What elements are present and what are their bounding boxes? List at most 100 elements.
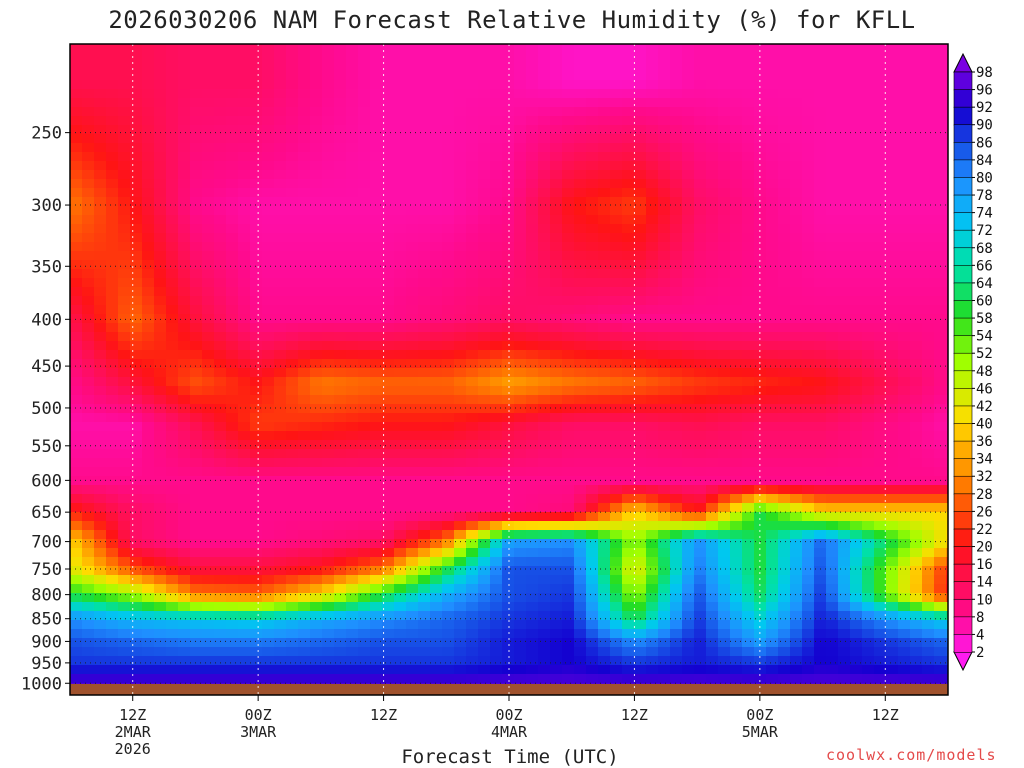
heat-cell [922, 287, 935, 297]
heat-cell [574, 557, 587, 567]
heat-cell [358, 611, 371, 621]
heat-cell [454, 431, 467, 441]
heat-cell [166, 179, 179, 189]
heat-cell [298, 602, 311, 612]
heat-cell [634, 107, 647, 117]
heat-cell [142, 602, 155, 612]
heat-cell [526, 188, 539, 198]
heat-cell [346, 44, 359, 54]
heat-cell [826, 269, 839, 279]
heat-cell [694, 332, 707, 342]
heat-cell [718, 368, 731, 378]
heat-cell [646, 314, 659, 324]
heat-cell [682, 359, 695, 369]
heat-cell [310, 296, 323, 306]
heat-cell [394, 107, 407, 117]
heat-cell [706, 476, 719, 486]
heat-cell [106, 53, 119, 63]
heat-cell [778, 206, 791, 216]
heat-cell [946, 107, 948, 117]
heat-cell [898, 503, 911, 513]
heat-cell [310, 332, 323, 342]
heat-cell [538, 620, 551, 630]
heat-cell [826, 89, 839, 99]
heat-cell [310, 521, 323, 531]
heat-cell [934, 539, 947, 549]
heat-cell [130, 251, 143, 261]
heat-cell [730, 377, 743, 387]
heat-cell [502, 188, 515, 198]
heat-cell [814, 62, 827, 72]
heat-cell [334, 413, 347, 423]
heat-cell [922, 224, 935, 234]
heat-cell [286, 332, 299, 342]
heat-cell [274, 89, 287, 99]
heat-cell [94, 539, 107, 549]
heat-cell [658, 368, 671, 378]
heat-cell [370, 161, 383, 171]
heat-cell [586, 98, 599, 108]
heat-cell [610, 143, 623, 153]
heat-cell [298, 548, 311, 558]
heat-cell [742, 179, 755, 189]
heat-cell [646, 197, 659, 207]
heat-cell [574, 404, 587, 414]
heat-cell [718, 296, 731, 306]
heat-cell [562, 161, 575, 171]
heat-cell [658, 80, 671, 90]
heat-cell [826, 494, 839, 504]
heat-cell [826, 188, 839, 198]
heat-cell [514, 314, 527, 324]
heat-cell [910, 521, 923, 531]
heat-cell [586, 134, 599, 144]
heat-cell [466, 242, 479, 252]
heat-cell [322, 548, 335, 558]
heat-cell [706, 71, 719, 81]
heat-cell [370, 530, 383, 540]
heat-cell [454, 593, 467, 603]
heat-cell [826, 107, 839, 117]
heat-cell [82, 116, 95, 126]
heat-cell [610, 566, 623, 576]
heat-cell [466, 602, 479, 612]
heat-cell [466, 368, 479, 378]
heat-cell [166, 539, 179, 549]
heat-cell [82, 449, 95, 459]
heat-cell [598, 620, 611, 630]
heat-cell [754, 494, 767, 504]
heat-cell [910, 197, 923, 207]
heat-cell [646, 152, 659, 162]
heat-cell [574, 179, 587, 189]
heat-cell [922, 314, 935, 324]
heat-cell [142, 647, 155, 657]
heat-cell [826, 638, 839, 648]
heat-cell [586, 161, 599, 171]
heat-cell [214, 98, 227, 108]
heat-cell [106, 647, 119, 657]
heat-cell [478, 233, 491, 243]
heat-cell [226, 593, 239, 603]
heat-cell [118, 44, 131, 54]
heat-cell [814, 98, 827, 108]
heat-cell [838, 134, 851, 144]
heat-cell [910, 368, 923, 378]
heat-cell [838, 260, 851, 270]
heat-cell [850, 458, 863, 468]
heat-cell [82, 404, 95, 414]
heat-cell [250, 260, 263, 270]
heat-cell [358, 188, 371, 198]
heat-cell [574, 611, 587, 621]
heat-cell [358, 467, 371, 477]
heat-cell [130, 521, 143, 531]
heat-cell [538, 98, 551, 108]
heat-cell [886, 161, 899, 171]
heat-cell [310, 494, 323, 504]
heat-cell [946, 62, 948, 72]
heat-cell [622, 305, 635, 315]
heat-cell [922, 611, 935, 621]
heat-cell [274, 278, 287, 288]
heat-cell [538, 386, 551, 396]
heat-cell [502, 134, 515, 144]
heat-cell [82, 530, 95, 540]
heat-cell [250, 44, 263, 54]
